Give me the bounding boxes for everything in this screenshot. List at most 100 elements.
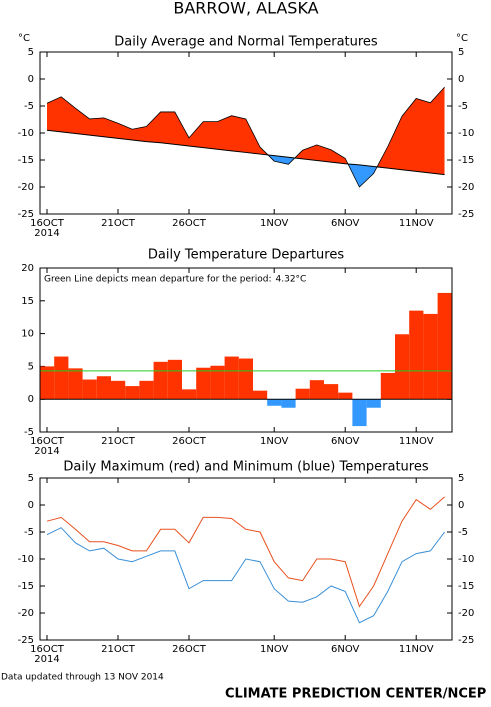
x-tick-label: 21OCT [101,436,136,447]
y-axis-unit: °C [18,33,30,44]
x-tick-label: 11NOV [399,436,434,447]
footer-note: Data updated through 13 NOV 2014 [1,673,164,683]
mean-note: Green Line depicts mean departure for th… [44,275,272,285]
normal-line [46,129,445,176]
x-tick-label: 1NOV [260,436,289,447]
bar [224,356,239,400]
temperature-line [46,527,445,624]
bar [423,313,438,400]
x-year-label: 2014 [34,654,59,665]
bar [139,380,154,400]
x-tick-label: 11NOV [399,218,434,229]
y2-tick-label: -20 [458,608,474,619]
y2-tick-label: -15 [458,581,474,592]
y-tick-label: -25 [18,635,34,646]
x-tick-label: 21OCT [101,644,136,655]
bar [281,399,296,408]
chart-title: Daily Maximum (red) and Minimum (blue) T… [63,460,428,475]
x-tick-label: 1NOV [260,644,289,655]
y2-tick-label: 0 [458,74,464,85]
x-tick-label: 16OCT [30,644,65,655]
average-line [46,86,445,188]
chart-title: Daily Temperature Departures [148,248,344,263]
bar [437,292,452,400]
x-tick-label: 21OCT [101,218,136,229]
bar [40,366,55,400]
footer-credit: CLIMATE PREDICTION CENTER/NCEP [225,687,486,702]
y2-tick-label: -5 [458,527,468,538]
y2-tick-label: 5 [458,473,464,484]
plot-frame [39,477,453,641]
x-tick-label: 1NOV [260,218,289,229]
y-tick-label: -25 [18,209,34,220]
x-year-label: 2014 [34,446,59,457]
y2-tick-label: -5 [458,101,468,112]
y-tick-label: -20 [18,182,34,193]
y-tick-label: 5 [28,361,34,372]
x-year-label: 2014 [34,228,59,239]
y-tick-label: -20 [18,608,34,619]
bar [82,379,97,400]
y2-tick-label: -20 [458,182,474,193]
y2-tick-label: -25 [458,635,474,646]
bar [54,356,69,400]
bar [338,392,353,400]
x-tick-label: 6NOV [331,436,360,447]
bar [409,310,424,400]
x-tick-label: 26OCT [172,436,207,447]
page-title: BARROW, ALASKA [173,0,318,18]
y2-tick-label: 5 [458,47,464,58]
y-tick-label: -5 [24,427,34,438]
y2-axis-unit: °C [456,33,468,44]
bar [153,361,168,400]
y2-tick-label: -10 [458,128,474,139]
y2-tick-label: 0 [458,500,464,511]
y-tick-label: -5 [24,527,34,538]
bar [380,372,395,400]
x-tick-label: 6NOV [331,218,360,229]
y2-tick-label: -15 [458,155,474,166]
y-tick-label: 0 [28,500,34,511]
departure-area [47,87,445,175]
y2-tick-label: -10 [458,554,474,565]
x-tick-label: 6NOV [331,644,360,655]
bar [324,384,339,400]
y-tick-label: 0 [28,74,34,85]
y-tick-label: -15 [18,581,34,592]
y-tick-label: -10 [18,128,34,139]
bar [68,368,83,400]
x-tick-label: 16OCT [30,218,65,229]
bar [96,376,111,400]
y-tick-label: -15 [18,155,34,166]
bar [111,380,126,400]
y2-tick-label: -25 [458,209,474,220]
y-tick-label: -10 [18,554,34,565]
bar [366,399,381,408]
temperature-line [46,496,445,608]
bar [267,399,282,406]
y-tick-label: 15 [21,296,34,307]
bar [295,388,310,400]
bar [182,389,197,400]
mean-value-label: 4.32°C [276,275,307,285]
bar [196,367,211,400]
y-tick-label: 5 [28,473,34,484]
x-tick-label: 11NOV [399,644,434,655]
bar [210,365,225,400]
y-tick-label: 10 [21,329,34,340]
bar [309,380,324,400]
x-tick-label: 26OCT [172,218,207,229]
plot-frame [39,51,453,215]
y-tick-label: -5 [24,101,34,112]
chart-title: Daily Average and Normal Temperatures [114,35,378,50]
x-tick-label: 16OCT [30,436,65,447]
bar [352,399,367,427]
bar [253,390,268,400]
bar [395,334,410,400]
bar [167,359,182,400]
y-tick-label: 20 [21,263,34,274]
y-tick-label: 5 [28,47,34,58]
x-tick-label: 26OCT [172,644,207,655]
bar [125,386,140,400]
plot-frame [39,267,453,433]
